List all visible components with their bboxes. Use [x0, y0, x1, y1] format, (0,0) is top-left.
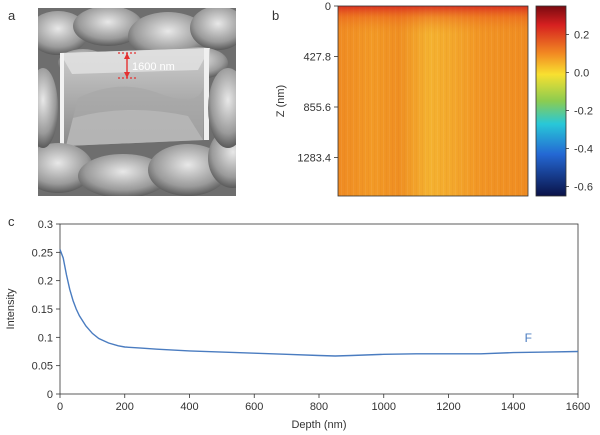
y-tick-label: 0.05 [32, 361, 53, 373]
colorbar-tick-label: 0.2 [574, 30, 589, 42]
scale-label: 1600 nm [132, 61, 175, 73]
heatmap-y-tick-label: 427.8 [303, 52, 331, 64]
intensity-depth-chart: 0 200 400 600 800 1000 1200 1400 1600 0 0.05 0.1 0.… [5, 219, 590, 431]
x-tick-label: 200 [116, 401, 134, 413]
y-tick-label: 0.2 [38, 276, 53, 288]
x-tick-label: 0 [57, 401, 63, 413]
depth-heatmap: 0 427.8 855.6 1283.4 Z (nm) 0.2 0.0 -0.2 -0.4 -… [275, 1, 593, 197]
x-tick-label: 800 [310, 401, 328, 413]
x-tick-label: 1400 [501, 401, 525, 413]
x-axis-label: Depth (nm) [291, 419, 346, 431]
x-tick-label: 1200 [436, 401, 460, 413]
series-label: F [525, 331, 532, 345]
heatmap-y-tick-label: 0 [325, 1, 331, 13]
heatmap-y-label: Z (nm) [275, 85, 287, 117]
colorbar-tick-label: -0.2 [574, 106, 593, 118]
sem-micrograph: 1600 nm [38, 8, 236, 196]
x-tick-label: 1600 [566, 401, 590, 413]
y-tick-label: 0 [47, 389, 53, 401]
x-tick-label: 400 [180, 401, 198, 413]
colorbar-tick-label: -0.4 [574, 144, 593, 156]
x-tick-label: 1000 [372, 401, 396, 413]
colorbar-tick-label: -0.6 [574, 182, 593, 194]
panel-label-a: a [8, 8, 16, 23]
heatmap-y-ticks: 0 427.8 855.6 1283.4 [297, 1, 338, 165]
x-tick-label: 600 [245, 401, 263, 413]
y-axis-ticks: 0 0.05 0.1 0.15 0.2 0.25 0.3 [32, 219, 60, 401]
heatmap-y-tick-label: 855.6 [303, 102, 331, 114]
y-tick-label: 0.25 [32, 247, 53, 259]
y-tick-label: 0.1 [38, 332, 53, 344]
panel-label-b: b [272, 8, 280, 23]
plot-frame [59, 223, 579, 395]
y-tick-label: 0.15 [32, 304, 53, 316]
panel-label-c: c [8, 214, 15, 229]
colorbar-ticks: 0.2 0.0 -0.2 -0.4 -0.6 [566, 30, 593, 194]
sem-image: 1600 nm [38, 8, 236, 196]
x-axis-ticks: 0 200 400 600 800 1000 1200 1400 1600 [57, 394, 590, 413]
y-tick-label: 0.3 [38, 219, 53, 231]
series-line-f [59, 249, 579, 357]
colorbar-tick-label: 0.0 [574, 68, 589, 80]
y-axis-label: Intensity [5, 288, 17, 329]
heatmap-y-tick-label: 1283.4 [297, 153, 331, 165]
scale-marker [118, 52, 136, 79]
colorbar [535, 5, 567, 197]
